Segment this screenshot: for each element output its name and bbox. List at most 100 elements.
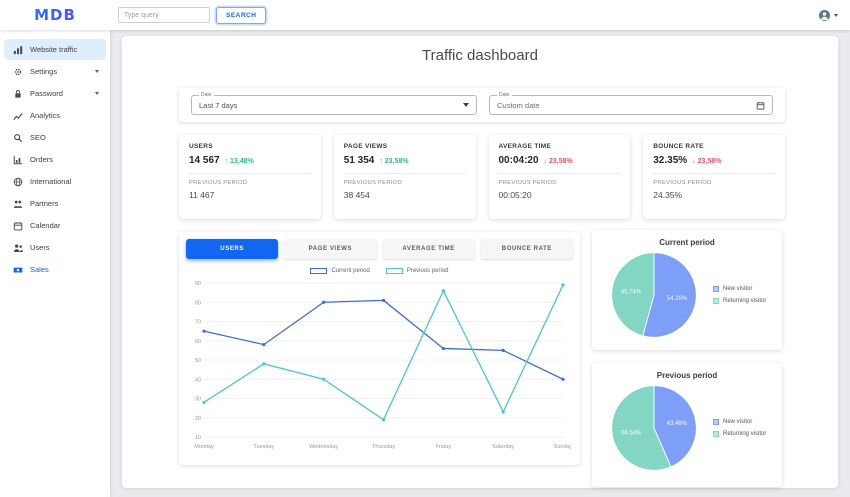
navbar-search: SEARCH xyxy=(118,6,267,24)
stat-change: ↓ 23,58% xyxy=(692,158,722,165)
pie-legend: New visitor Returning visitor xyxy=(713,286,766,304)
svg-text:Monday: Monday xyxy=(194,444,214,450)
mdb-logo[interactable]: MDB xyxy=(0,6,110,24)
legend-swatch xyxy=(713,431,719,437)
top-navbar: MDB SEARCH xyxy=(0,0,850,30)
line-chart-legend: Current period Previous period xyxy=(186,268,573,274)
custom-date-field[interactable]: Date xyxy=(489,92,773,115)
period-select[interactable]: Date Last 7 days xyxy=(191,92,477,115)
sidebar-item-label: Partners xyxy=(30,199,59,208)
period-select-label: Date xyxy=(199,92,214,98)
stat-label: AVERAGE TIME xyxy=(498,143,552,150)
svg-text:45.74%: 45.74% xyxy=(621,290,642,296)
stat-card-page-views: PAGE VIEWS 51 354 ↑ 23,58% PREVIOUS PERI… xyxy=(333,135,476,219)
sidebar-item-orders[interactable]: Orders xyxy=(4,149,106,170)
legend-label: Previous period xyxy=(406,268,449,274)
current-period-pie[interactable]: 54.26% 45.74% xyxy=(608,249,700,341)
stat-change: ↑ 23,58% xyxy=(379,158,409,165)
metric-tabs: USERS PAGE VIEWS AVERAGE TIME BOUNCE RAT… xyxy=(186,239,573,259)
svg-text:60: 60 xyxy=(195,339,201,345)
chevron-down-icon xyxy=(95,70,99,73)
stat-card-users: USERS 14 567 ↑ 13,48% PREVIOUS PERIOD 11… xyxy=(179,135,321,219)
stat-value: 51 354 xyxy=(343,155,375,166)
traffic-chart-card: USERS PAGE VIEWS AVERAGE TIME BOUNCE RAT… xyxy=(179,232,580,465)
divider xyxy=(653,173,775,174)
traffic-line-chart[interactable]: 10 20 30 40 50 60 70 80 90 Monday Tuesday Wednesday… xyxy=(186,277,573,457)
main-content-panel: Traffic dashboard Date Last 7 days Date … xyxy=(122,36,838,488)
calendar-icon xyxy=(756,101,765,110)
sidebar-item-label: Password xyxy=(30,89,63,98)
legend-label: New visitor xyxy=(723,419,753,425)
legend-item-previous-period[interactable]: Previous period xyxy=(385,268,449,274)
custom-date-input[interactable] xyxy=(497,100,752,110)
bar-chart-icon xyxy=(13,45,23,55)
dropdown-caret-icon xyxy=(463,103,469,107)
stat-change: ↑ 13,48% xyxy=(224,158,254,165)
stat-change: ↓ 23,58% xyxy=(543,158,573,165)
tab-page-views[interactable]: PAGE VIEWS xyxy=(284,239,377,259)
sidebar-item-password[interactable]: Password xyxy=(4,83,106,104)
sidebar-item-users[interactable]: Users xyxy=(4,237,106,258)
svg-text:56.54%: 56.54% xyxy=(621,431,642,437)
user-menu[interactable] xyxy=(819,9,838,21)
legend-item-returning-visitor[interactable]: Returning visitor xyxy=(713,431,766,437)
sidebar-item-settings[interactable]: Settings xyxy=(4,61,106,82)
sidebar-item-label: Users xyxy=(30,243,50,252)
search-button[interactable]: SEARCH xyxy=(216,6,267,24)
svg-text:Saturday: Saturday xyxy=(492,444,514,450)
svg-text:70: 70 xyxy=(195,320,201,326)
sidebar-item-label: Settings xyxy=(30,67,58,76)
tab-bounce-rate[interactable]: BOUNCE RATE xyxy=(480,239,573,259)
svg-text:43.46%: 43.46% xyxy=(667,421,688,427)
stat-value: 14 567 xyxy=(189,155,220,166)
svg-text:90: 90 xyxy=(195,281,201,287)
pie-title: Previous period xyxy=(656,371,718,380)
legend-item-new-visitor[interactable]: New visitor xyxy=(713,419,766,425)
stat-card-bounce-rate: BOUNCE RATE 32.35% ↓ 23,58% PREVIOUS PER… xyxy=(643,135,785,219)
previous-period-pie-card: Previous period 43.46% 56.54% New visitor… xyxy=(592,363,782,487)
tab-average-time[interactable]: AVERAGE TIME xyxy=(382,239,475,259)
legend-label: Returning visitor xyxy=(723,298,767,304)
stat-prev-label: PREVIOUS PERIOD xyxy=(343,180,403,186)
svg-text:30: 30 xyxy=(195,397,201,403)
sidebar-item-analytics[interactable]: Analytics xyxy=(4,105,106,126)
stat-prev-value: 00:05:20 xyxy=(498,190,532,200)
stat-prev-label: PREVIOUS PERIOD xyxy=(189,180,248,186)
stat-label: PAGE VIEWS xyxy=(343,143,388,150)
orders-chart-icon xyxy=(13,155,23,165)
legend-swatch xyxy=(713,298,719,304)
chevron-down-icon xyxy=(95,92,99,95)
divider xyxy=(498,173,621,174)
magnifier-icon xyxy=(13,133,23,143)
sidebar-item-label: Website traffic xyxy=(30,45,78,54)
sidebar-item-sales[interactable]: Sales xyxy=(4,259,106,280)
stat-card-average-time: AVERAGE TIME 00:04:20 ↓ 23,58% PREVIOUS … xyxy=(488,135,631,219)
legend-label: New visitor xyxy=(723,286,753,292)
previous-period-pie[interactable]: 43.46% 56.54% xyxy=(608,382,700,474)
svg-text:Sunday: Sunday xyxy=(554,444,571,450)
legend-swatch xyxy=(713,419,719,425)
stat-prev-label: PREVIOUS PERIOD xyxy=(653,180,712,186)
svg-text:50: 50 xyxy=(195,358,201,364)
sidebar-item-calendar[interactable]: Calendar xyxy=(4,215,106,236)
custom-date-label: Date xyxy=(497,92,512,98)
lock-icon xyxy=(13,89,23,99)
money-icon xyxy=(13,265,23,275)
sidebar-item-website-traffic[interactable]: Website traffic xyxy=(4,39,106,60)
sidebar-item-international[interactable]: International xyxy=(4,171,106,192)
svg-text:Friday: Friday xyxy=(436,444,452,450)
sidebar-item-label: Sales xyxy=(30,265,49,274)
legend-swatch xyxy=(385,268,403,274)
divider xyxy=(189,173,311,174)
sidebar-item-partners[interactable]: Partners xyxy=(4,193,106,214)
tab-users[interactable]: USERS xyxy=(186,239,279,259)
stat-prev-value: 38 454 xyxy=(343,190,370,200)
legend-item-current-period[interactable]: Current period xyxy=(310,268,370,274)
calendar-icon xyxy=(13,221,23,231)
legend-item-returning-visitor[interactable]: Returning visitor xyxy=(713,298,766,304)
sidebar-item-seo[interactable]: SEO xyxy=(4,127,106,148)
search-input[interactable] xyxy=(118,7,210,23)
stat-prev-value: 24.35% xyxy=(653,190,683,200)
legend-item-new-visitor[interactable]: New visitor xyxy=(713,286,766,292)
svg-text:10: 10 xyxy=(195,435,201,441)
